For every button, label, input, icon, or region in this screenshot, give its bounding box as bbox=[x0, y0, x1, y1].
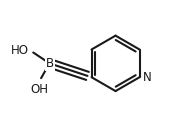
Text: N: N bbox=[143, 71, 152, 84]
Text: HO: HO bbox=[10, 44, 28, 57]
Text: B: B bbox=[45, 57, 54, 70]
Text: OH: OH bbox=[30, 83, 48, 96]
